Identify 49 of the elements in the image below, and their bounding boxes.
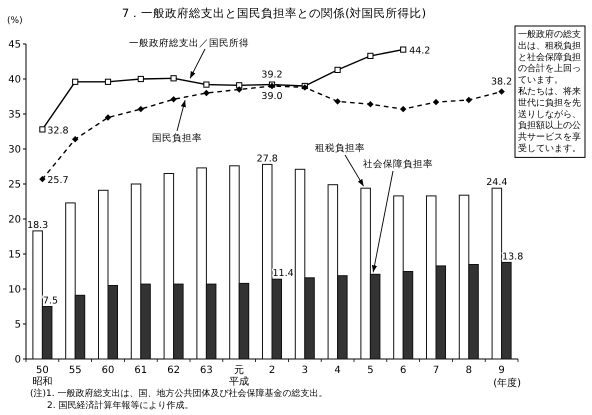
x-tick-label: 8 bbox=[466, 365, 472, 376]
y-tick-label: 40 bbox=[8, 74, 21, 86]
x-tick-label: 3 bbox=[302, 365, 308, 376]
data-label: 25.7 bbox=[47, 175, 69, 186]
data-label: 32.8 bbox=[47, 125, 69, 136]
x-tick-label: 9 bbox=[498, 365, 505, 376]
data-label: 18.3 bbox=[27, 220, 48, 231]
x-tick-label: 62 bbox=[167, 365, 180, 376]
text: (注)1. 一般政府総支出は、国、地方公共団体及び社会保障基金の総支出。 bbox=[30, 388, 328, 399]
y-axis-title: (%) bbox=[7, 16, 23, 26]
y-tick-label: 10 bbox=[8, 284, 21, 296]
data-label: 27.8 bbox=[256, 153, 278, 164]
text: 昭和 bbox=[32, 376, 52, 388]
data-label: 13.8 bbox=[502, 251, 524, 262]
y-tick-label: 35 bbox=[8, 110, 21, 120]
y-tick-label: 5 bbox=[14, 320, 21, 330]
x-tick-label: 50 bbox=[36, 365, 49, 376]
y-tick-label: 20 bbox=[8, 214, 21, 226]
data-label: 38.2 bbox=[491, 76, 512, 88]
x-tick-label: 2 bbox=[268, 365, 276, 376]
x-tick-label: 元 bbox=[234, 365, 244, 376]
x-tick-label: 55 bbox=[68, 365, 82, 376]
data-label: 39.0 bbox=[261, 91, 283, 102]
x-tick-label: 4 bbox=[334, 365, 341, 376]
data-label: 39.2 bbox=[261, 70, 283, 81]
data-label: 7.5 bbox=[42, 296, 58, 306]
text: 平成 bbox=[229, 376, 250, 388]
chart-title: 7．一般政府総支出と国民負担率との関係(対国民所得比) bbox=[122, 6, 426, 20]
y-tick-label: 0 bbox=[14, 354, 21, 366]
x-tick-label: 60 bbox=[102, 365, 114, 376]
x-tick-label: 61 bbox=[134, 365, 148, 376]
text: 2. 国民経済計算年報等により作成。 bbox=[47, 400, 194, 411]
text: 国民負担率 bbox=[152, 132, 202, 144]
x-tick-label: 63 bbox=[200, 365, 213, 376]
data-label: 24.4 bbox=[486, 177, 508, 188]
text: 一般政府の総支出は、租税負担と社会保障負担の合計を上回っています。私たちは、将来世代に負担を先送りしながら、負担額以上の公共サービスを享受しています。 bbox=[518, 30, 581, 154]
x-tick-label: 7 bbox=[432, 365, 440, 376]
text: 一般政府総支出／国民所得 bbox=[129, 37, 249, 49]
y-tick-label: 25 bbox=[8, 180, 21, 190]
y-tick-label: 15 bbox=[8, 250, 21, 260]
y-tick-label: 30 bbox=[8, 144, 21, 156]
x-tick-label: 5 bbox=[367, 365, 374, 376]
text: 社会保障負担率 bbox=[363, 158, 433, 170]
data-label: 44.2 bbox=[409, 46, 430, 57]
y-tick-label: 45 bbox=[8, 40, 21, 50]
data-label: 11.4 bbox=[272, 268, 294, 280]
x-axis-title: (年度) bbox=[493, 377, 522, 389]
series-label: 租税負担率 bbox=[315, 142, 365, 154]
x-tick-label: 6 bbox=[400, 365, 406, 376]
